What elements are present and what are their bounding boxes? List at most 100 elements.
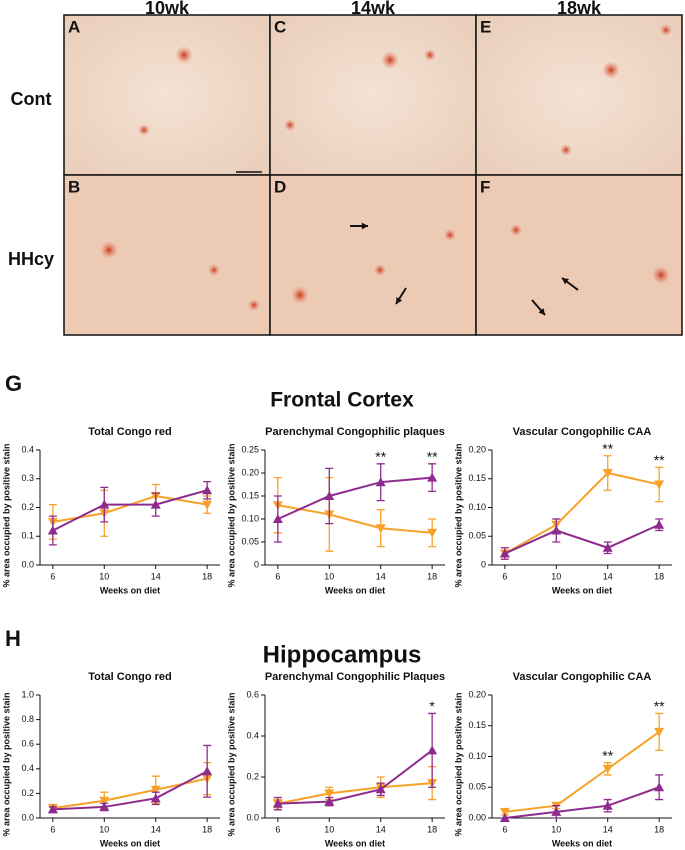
y-tick-label: 0 <box>254 559 259 569</box>
data-point <box>202 485 213 495</box>
x-axis-label: Weeks on diet <box>100 585 160 595</box>
y-tick-label: 0.20 <box>241 467 259 477</box>
data-point <box>499 813 510 822</box>
x-tick-label: 10 <box>324 571 334 581</box>
y-tick-label: 0.15 <box>468 473 486 483</box>
y-tick-label: 0.00 <box>468 812 486 822</box>
section-letter: G <box>5 371 22 396</box>
data-point <box>499 548 510 558</box>
chart-title: Vascular Congophilic CAA <box>513 671 652 683</box>
arrow-head <box>562 278 569 285</box>
data-point <box>602 800 613 810</box>
y-tick-label: 0.10 <box>468 751 486 761</box>
series-line <box>52 489 208 532</box>
y-tick-label: 1.0 <box>21 689 34 699</box>
data-point <box>150 793 161 803</box>
x-axis-label: Weeks on diet <box>552 838 612 848</box>
y-tick-label: 0.6 <box>21 739 34 749</box>
x-tick-label: 14 <box>603 824 613 834</box>
data-point <box>551 806 562 816</box>
y-tick-label: 0.8 <box>21 714 34 724</box>
series-line <box>277 504 433 534</box>
data-point <box>99 801 110 811</box>
significance: * <box>429 698 435 714</box>
panel-letter: C <box>274 17 286 36</box>
series-line <box>277 749 433 805</box>
y-axis-label: % area occupied by positive stain <box>1 692 11 836</box>
plaque <box>660 24 672 36</box>
plaque <box>175 46 193 64</box>
y-tick-label: 0.4 <box>21 763 34 773</box>
significance: ** <box>427 449 438 465</box>
data-point <box>272 514 283 523</box>
x-tick-label: 6 <box>275 824 280 834</box>
plaque <box>291 286 309 304</box>
column-header: 10wk <box>145 0 190 18</box>
x-tick-label: 14 <box>151 571 161 581</box>
y-tick-label: 0.15 <box>241 490 259 500</box>
row-label: HHcy <box>8 249 54 269</box>
y-tick-label: 0.10 <box>468 502 486 512</box>
data-point <box>427 472 438 482</box>
x-tick-label: 14 <box>376 571 386 581</box>
x-tick-label: 6 <box>275 571 280 581</box>
x-axis-label: Weeks on diet <box>100 838 160 848</box>
y-tick-label: 0.3 <box>21 473 34 483</box>
data-point <box>272 798 283 808</box>
x-tick-label: 18 <box>427 824 437 834</box>
x-tick-label: 18 <box>202 571 212 581</box>
x-tick-label: 18 <box>654 571 664 581</box>
y-tick-label: 0.0 <box>246 812 259 822</box>
chart-title: Parenchymal Congophilic Plaques <box>265 671 445 683</box>
y-tick-label: 0.4 <box>21 444 34 454</box>
column-header: 14wk <box>351 0 396 18</box>
y-tick-label: 0 <box>481 559 486 569</box>
y-tick-label: 0.6 <box>246 689 259 699</box>
x-tick-label: 18 <box>427 571 437 581</box>
data-point <box>324 796 335 806</box>
x-tick-label: 6 <box>50 571 55 581</box>
column-header: 18wk <box>557 0 602 18</box>
x-axis-label: Weeks on diet <box>552 585 612 595</box>
micrograph <box>475 14 683 176</box>
micrograph <box>475 174 683 336</box>
plaque <box>100 241 118 259</box>
x-tick-label: 10 <box>99 571 109 581</box>
x-tick-label: 14 <box>603 571 613 581</box>
plaque <box>208 264 220 276</box>
panel-letter: F <box>480 177 490 196</box>
y-tick-label: 0.1 <box>21 531 34 541</box>
y-tick-label: 0.20 <box>468 444 486 454</box>
x-tick-label: 10 <box>551 824 561 834</box>
y-tick-label: 0.0 <box>21 812 34 822</box>
micrograph <box>63 14 271 176</box>
data-point <box>324 789 335 799</box>
data-point <box>202 500 213 510</box>
chart-title: Total Congo red <box>88 426 172 438</box>
data-point <box>202 766 213 776</box>
panel-letter: E <box>480 17 491 36</box>
data-point <box>499 807 510 817</box>
x-tick-label: 14 <box>376 824 386 834</box>
y-tick-label: 0.20 <box>468 689 486 699</box>
series-line <box>504 523 660 555</box>
x-tick-label: 10 <box>324 824 334 834</box>
series-line <box>52 770 208 811</box>
plaque <box>602 61 620 79</box>
y-axis-label: % area occupied by positive stain <box>226 692 236 836</box>
chart-title: Parenchymal Congophilic plaques <box>265 426 445 438</box>
x-tick-label: 18 <box>202 824 212 834</box>
data-point <box>551 525 562 535</box>
series-line <box>277 782 433 805</box>
y-tick-label: 0.25 <box>241 444 259 454</box>
x-axis-label: Weeks on diet <box>325 585 385 595</box>
y-tick-label: 0.2 <box>246 771 259 781</box>
data-point <box>602 469 613 478</box>
significance: ** <box>654 698 665 714</box>
plaque <box>284 119 296 131</box>
plaque <box>424 49 436 61</box>
y-tick-label: 0.2 <box>21 502 34 512</box>
x-axis-label: Weeks on diet <box>325 838 385 848</box>
y-tick-label: 0.15 <box>468 720 486 730</box>
data-point <box>324 491 335 500</box>
